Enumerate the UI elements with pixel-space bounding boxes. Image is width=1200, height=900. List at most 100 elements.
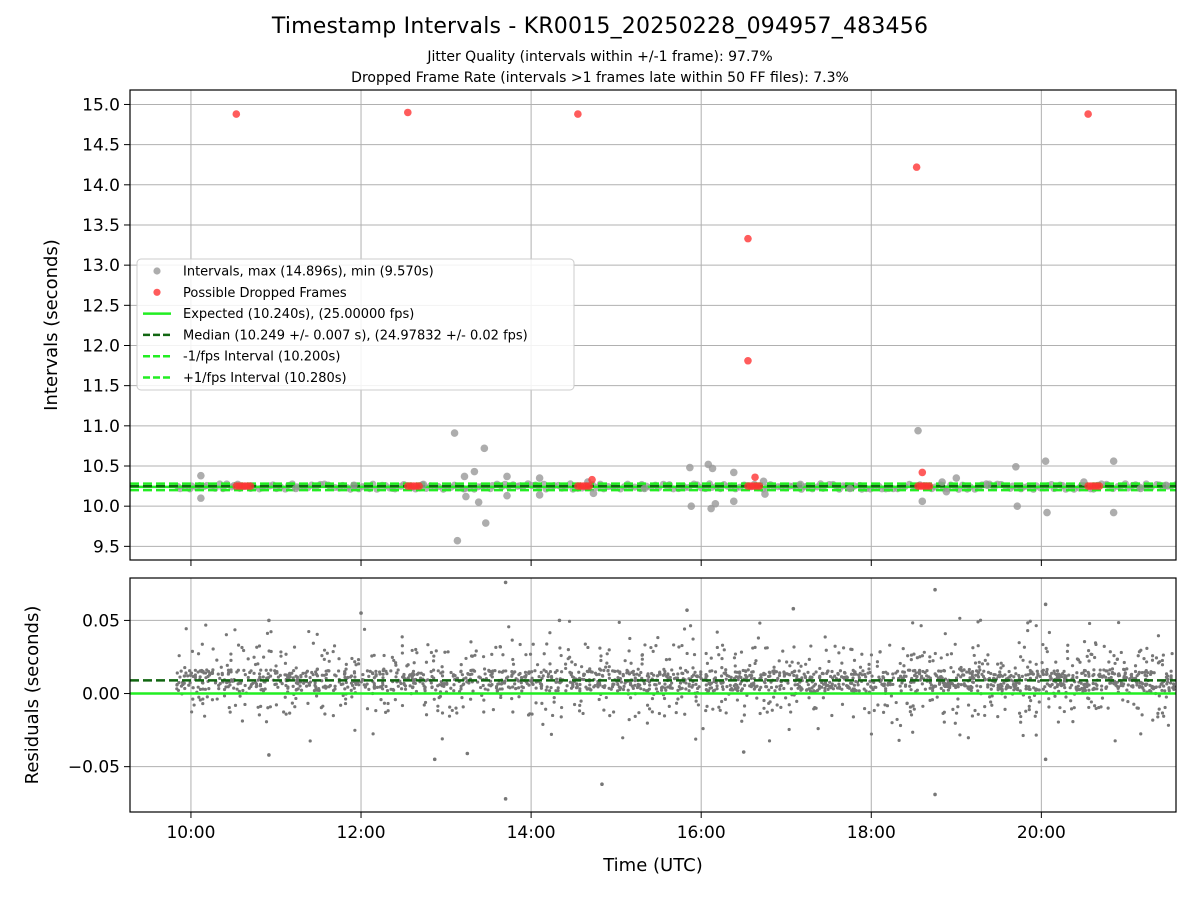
residual-point [1085, 682, 1089, 686]
residual-point [367, 674, 371, 678]
residual-point [179, 669, 183, 673]
residual-point [792, 645, 796, 649]
residual-point [701, 727, 705, 731]
residual-point [708, 686, 712, 690]
residual-point [685, 651, 689, 656]
residual-point [1140, 713, 1144, 717]
residual-point [464, 656, 468, 661]
residual-point [895, 717, 899, 722]
residual-point [1024, 687, 1028, 691]
residual-point [919, 624, 923, 628]
residual-point [1116, 620, 1121, 625]
residual-point [972, 653, 976, 658]
dropped-frame-point [912, 163, 921, 171]
residual-point [636, 682, 640, 686]
residual-point [694, 682, 698, 686]
residual-point [511, 662, 516, 666]
residual-point [1150, 654, 1155, 658]
residual-point [436, 709, 440, 713]
residual-point [621, 736, 625, 740]
residual-point [198, 675, 202, 679]
dropped-frame-point [232, 110, 241, 118]
residual-point [423, 700, 428, 705]
residual-point [735, 670, 739, 674]
residual-point [1055, 676, 1059, 680]
residual-point [482, 698, 486, 702]
residual-point [299, 688, 304, 692]
residual-point [317, 688, 321, 693]
residual-point [1035, 669, 1039, 673]
residual-point [914, 671, 918, 675]
residual-point [528, 652, 533, 656]
residual-point [978, 618, 983, 622]
residual-point [903, 684, 908, 688]
residual-point [1014, 672, 1018, 676]
residual-point [759, 673, 763, 677]
residual-point [314, 694, 319, 698]
residual-point [219, 665, 223, 669]
residual-point [518, 642, 522, 647]
residual-point [362, 627, 367, 631]
residual-point [498, 645, 502, 649]
residual-point [353, 728, 357, 732]
residual-point [339, 703, 343, 707]
residual-point [196, 652, 201, 656]
residual-point [1156, 715, 1160, 719]
residual-point [282, 710, 286, 714]
residual-point [371, 732, 375, 736]
interval-point [918, 497, 927, 506]
residual-point [696, 703, 701, 707]
residual-point [800, 676, 804, 680]
residual-point [520, 685, 524, 689]
residual-point [294, 674, 298, 678]
residual-point [989, 671, 993, 676]
residual-point [956, 697, 960, 701]
residual-point [292, 645, 297, 649]
residual-point [266, 706, 270, 710]
residual-point [933, 587, 937, 592]
residual-point [976, 673, 980, 677]
residual-point [1003, 695, 1007, 699]
residual-point [1163, 705, 1167, 710]
residual-point [1079, 681, 1083, 685]
residual-point [430, 674, 434, 679]
residual-point [771, 669, 775, 673]
residual-point [506, 675, 510, 679]
residual-point [201, 701, 205, 706]
residual-point [831, 687, 835, 691]
residual-point [556, 688, 560, 693]
residual-point [762, 671, 766, 675]
residual-point [225, 663, 229, 667]
residual-point [928, 686, 932, 690]
residual-point [293, 705, 297, 709]
residual-point [1093, 704, 1097, 708]
residual-point [1035, 688, 1040, 692]
residual-point [633, 679, 637, 683]
residual-point [400, 635, 404, 639]
residual-point [909, 658, 913, 662]
residual-point [989, 687, 993, 691]
residual-point [1124, 676, 1129, 680]
residual-point [671, 672, 676, 676]
residual-point [677, 685, 681, 689]
residual-point [739, 650, 744, 654]
residual-point [1142, 688, 1146, 693]
residual-point [672, 677, 677, 681]
residual-point [226, 685, 230, 689]
residual-point [1112, 672, 1117, 676]
residual-point [243, 673, 247, 677]
residual-point [942, 669, 947, 673]
residual-point [851, 668, 855, 672]
dropped-frame-point [1095, 482, 1104, 490]
residual-point [322, 648, 327, 652]
residual-point [674, 710, 678, 715]
residual-point [901, 670, 905, 674]
residual-point [405, 664, 409, 668]
bottom-x-tick-label: 20:00 [1017, 823, 1066, 843]
residual-point [1043, 602, 1048, 607]
residual-point [481, 655, 486, 659]
residual-point [210, 698, 215, 702]
residual-point [806, 683, 810, 687]
interval-point [197, 494, 205, 502]
residual-point [516, 678, 520, 682]
